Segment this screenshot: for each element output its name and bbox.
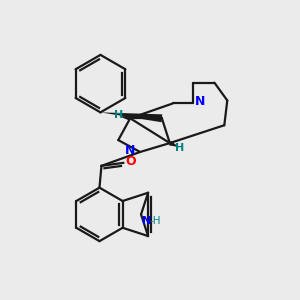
- Polygon shape: [119, 116, 130, 121]
- Text: H: H: [114, 110, 123, 120]
- Text: N: N: [142, 216, 151, 226]
- Text: H: H: [175, 143, 184, 153]
- Polygon shape: [169, 141, 179, 147]
- Text: N: N: [125, 145, 135, 158]
- Polygon shape: [100, 112, 162, 122]
- Text: N: N: [195, 95, 205, 108]
- Text: O: O: [125, 155, 136, 168]
- Text: -H: -H: [150, 216, 161, 226]
